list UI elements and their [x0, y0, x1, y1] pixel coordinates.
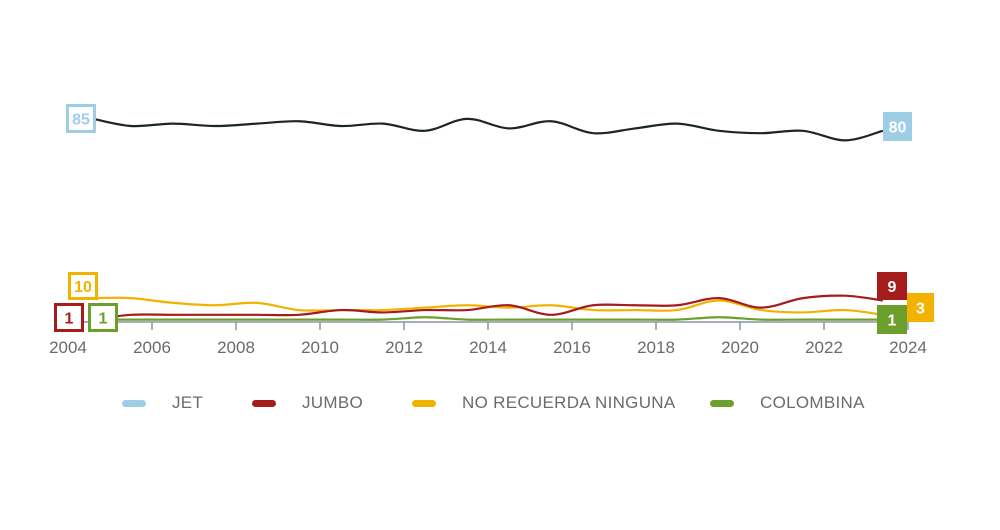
value-label-text: 10: [74, 279, 92, 296]
legend-label: NO RECUERDA NINGUNA: [462, 393, 676, 412]
legend-swatch: [252, 399, 276, 407]
x-tick-label: 2018: [637, 338, 675, 357]
x-tick-label: 2004: [49, 338, 87, 357]
legend-item: COLOMBINA: [710, 393, 865, 413]
legend-label: JET: [172, 393, 204, 412]
legend-item: JUMBO: [252, 393, 363, 413]
value-label-text: 85: [72, 112, 90, 129]
x-tick-label: 2010: [301, 338, 339, 357]
value-label-text: 9: [888, 279, 897, 296]
series-line-colombina: [93, 316, 883, 321]
value-label-start: 85: [66, 104, 96, 133]
x-tick-label: 2006: [133, 338, 171, 357]
legend-item: NO RECUERDA NINGUNA: [412, 393, 676, 413]
value-label-text: 1: [65, 311, 74, 328]
x-tick-label: 2012: [385, 338, 423, 357]
value-label-text: 1: [99, 311, 108, 328]
x-tick-label: 2016: [553, 338, 591, 357]
legend-label: COLOMBINA: [760, 393, 865, 412]
legend-swatch: [412, 399, 436, 407]
value-label-end: 80: [883, 112, 912, 141]
x-axis-ticks: 2004 2006 2008 2010 2012 2014 2016 2018 2020 2022…: [49, 322, 927, 357]
value-label-text: 80: [889, 120, 907, 137]
series-layer: [92, 117, 884, 321]
value-label-end: 3: [907, 293, 934, 322]
value-label-start: 1: [88, 303, 118, 332]
line-chart: 2004 2006 2008 2010 2012 2014 2016 2018 2020 2022…: [49, 104, 934, 357]
x-tick-label: 2022: [805, 338, 843, 357]
x-tick-label: 2020: [721, 338, 759, 357]
value-label-start: 10: [68, 272, 98, 300]
value-label-text: 3: [916, 301, 925, 318]
value-label-end: 1: [877, 305, 907, 334]
x-tick-label: 2024: [889, 338, 927, 357]
value-label-text: 1: [888, 313, 897, 330]
legend-swatch: [122, 399, 146, 407]
x-tick-label: 2014: [469, 338, 507, 357]
value-label-start: 1: [54, 303, 84, 332]
legend-label: JUMBO: [302, 393, 363, 412]
series-line-jumbo: [93, 294, 883, 321]
x-tick-label: 2008: [217, 338, 255, 357]
value-label-end: 9: [877, 272, 907, 300]
legend-swatch: [710, 399, 734, 407]
series-line-jet: [92, 117, 884, 142]
legend-item: JET: [122, 393, 203, 413]
legend: JET JUMBO NO RECUERDA NINGUNA COLOMBINA: [0, 393, 1000, 417]
